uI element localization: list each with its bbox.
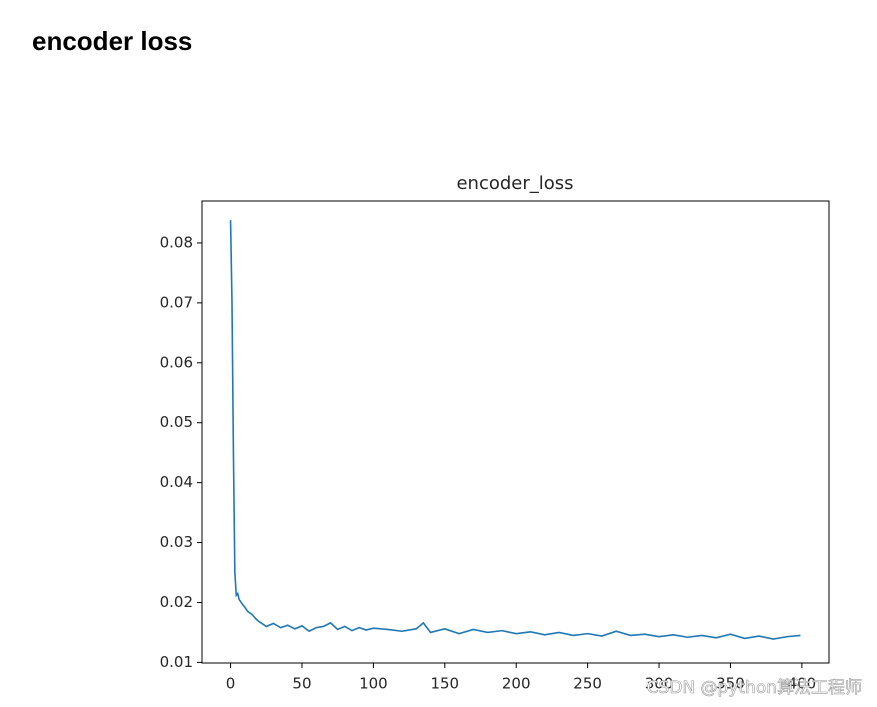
x-tick-label: 400 <box>788 675 817 693</box>
y-tick-label: 0.02 <box>160 593 193 611</box>
y-tick-label: 0.01 <box>160 653 193 671</box>
plot-frame <box>201 200 830 664</box>
x-tick-label: 350 <box>716 675 745 693</box>
y-tick-label: 0.08 <box>160 233 193 251</box>
y-tick-label: 0.07 <box>160 293 193 311</box>
x-tick-label: 200 <box>502 675 531 693</box>
x-tick-label: 0 <box>226 675 236 693</box>
y-tick-label: 0.06 <box>160 353 193 371</box>
x-tick-label: 100 <box>359 675 388 693</box>
y-tick-label: 0.03 <box>160 533 193 551</box>
loss-line <box>229 220 801 640</box>
watermark: CSDN @python算法工程师 <box>647 678 862 698</box>
x-tick-label: 300 <box>645 675 674 693</box>
x-tick-label: 50 <box>292 675 311 693</box>
heading: encoder loss <box>32 26 193 56</box>
x-tick-label: 250 <box>573 675 602 693</box>
y-tick-label: 0.05 <box>160 413 193 431</box>
y-tick-label: 0.04 <box>160 473 193 491</box>
chart-title: encoder_loss <box>456 173 573 194</box>
x-tick-label: 150 <box>430 675 459 693</box>
